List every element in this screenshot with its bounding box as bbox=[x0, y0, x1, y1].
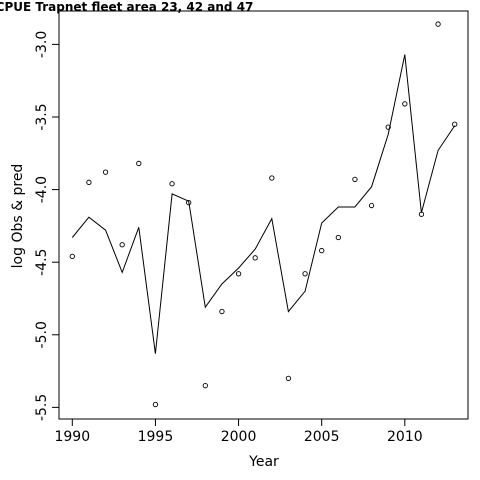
y-tick-label: -3.5 bbox=[34, 103, 50, 130]
y-axis-label: log Obs & pred bbox=[10, 164, 26, 269]
observed-point bbox=[202, 382, 208, 389]
observed-point bbox=[385, 124, 391, 130]
observed-point bbox=[86, 179, 92, 185]
y-tick-label: -5.5 bbox=[34, 394, 50, 421]
observed-point bbox=[302, 271, 308, 277]
observed-point bbox=[119, 242, 125, 248]
x-tick-label: 2010 bbox=[387, 429, 423, 445]
observed-point bbox=[285, 375, 292, 381]
chart-title: 03: CPUE Trapnet fleet area 23, 42 and 4… bbox=[0, 0, 253, 14]
observed-point bbox=[418, 211, 425, 217]
observed-point bbox=[319, 247, 325, 254]
observed-point bbox=[169, 181, 175, 187]
y-tick-label: -3.0 bbox=[34, 31, 50, 58]
observed-point bbox=[152, 401, 159, 408]
observed-point bbox=[335, 234, 341, 241]
y-tick-label: -4.5 bbox=[34, 249, 50, 276]
observed-point bbox=[452, 121, 458, 127]
observed-point bbox=[352, 176, 358, 183]
x-tick-label: 1995 bbox=[138, 429, 174, 445]
observed-point bbox=[102, 169, 109, 175]
observed-point bbox=[435, 21, 441, 27]
predicted-line bbox=[71, 54, 456, 354]
observed-point bbox=[186, 200, 192, 206]
observed-point bbox=[136, 160, 142, 167]
x-tick-label: 2000 bbox=[221, 429, 257, 445]
series-layer bbox=[69, 21, 458, 408]
observed-point bbox=[252, 255, 258, 261]
y-axis: -3.0 -3.5 -4.0 -4.5 -5.0 -5.5 bbox=[34, 31, 59, 421]
observed-point bbox=[69, 253, 75, 260]
plot-frame bbox=[58, 10, 469, 420]
observed-point bbox=[235, 271, 242, 277]
observed-point bbox=[219, 308, 225, 315]
y-tick-label: -4.0 bbox=[34, 176, 50, 203]
observed-point bbox=[368, 202, 375, 209]
observed-point bbox=[269, 175, 275, 181]
x-axis-label: Year bbox=[248, 454, 279, 470]
x-axis: 1990 1995 2000 2005 2010 bbox=[54, 419, 423, 445]
x-tick-label: 2005 bbox=[304, 429, 340, 445]
observed-point bbox=[402, 101, 408, 107]
x-tick-label: 1990 bbox=[54, 429, 90, 445]
y-tick-label: -5.0 bbox=[34, 321, 50, 348]
